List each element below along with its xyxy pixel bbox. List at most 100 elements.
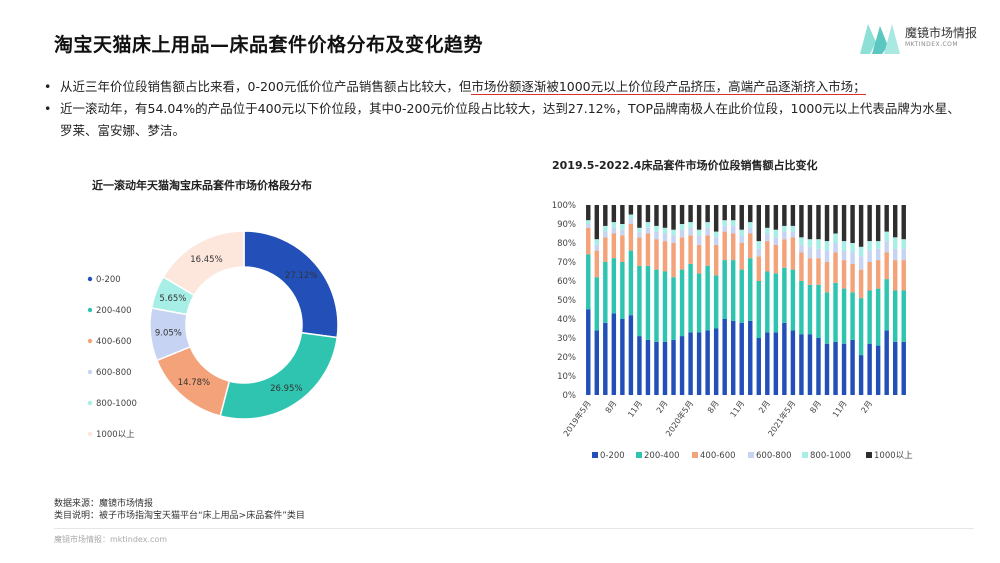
- legend-swatch: [866, 452, 872, 458]
- bar-segment-0-200: [722, 319, 727, 395]
- bar-segment-800-1000: [679, 224, 685, 230]
- bar-segment-0-200: [884, 330, 889, 395]
- bar-segment-400-600: [730, 233, 736, 261]
- bar-segment-200-400: [892, 290, 898, 342]
- bar-segment-200-400: [688, 263, 693, 333]
- bar-segment-400-600: [713, 244, 719, 276]
- logo-subtext: MKTINDEX.COM: [905, 41, 959, 48]
- bar-segment-600-800: [799, 244, 804, 253]
- bar-segment-800-1000: [833, 233, 838, 243]
- bar-segment-0-200: [637, 336, 642, 395]
- page-title: 淘宝天猫床上用品—床品套件价格分布及变化趋势: [54, 34, 484, 56]
- bar-segment-1000以上: [867, 205, 872, 242]
- x-tick-label: 2月: [757, 399, 772, 415]
- bar-segment-200-400: [833, 282, 838, 342]
- bar-segment-800-1000: [713, 231, 719, 238]
- bar-segment-1000以上: [696, 205, 702, 230]
- bar-segment-800-1000: [739, 229, 744, 236]
- pie-slice-0-200: [243, 230, 339, 339]
- summary-bullets: 从近三年价位段销售额占比来看，0-200元低价位产品销售额占比较大，但市场份额逐…: [44, 76, 964, 142]
- legend-label: 0-200: [600, 451, 625, 461]
- bar-segment-600-800: [833, 243, 838, 253]
- data-source: 数据来源：魔镜市场情报: [54, 499, 154, 509]
- pie-chart-title: 近一滚动年天猫淘宝床品套件市场价格段分布: [92, 179, 312, 192]
- bar-segment-200-400: [858, 298, 864, 356]
- x-tick-label: 2月: [655, 399, 670, 415]
- bar-segment-1000以上: [773, 205, 779, 230]
- bar-segment-0-200: [850, 339, 855, 395]
- y-tick-label: 0%: [563, 391, 577, 401]
- bar-segment-1000以上: [790, 205, 796, 226]
- bar-segment-200-400: [645, 265, 651, 340]
- stacked-bar-chart: 0% 10% 20% 30% 40% 50% 60% 70% 80% 90% 100% 2019年5月…: [552, 201, 913, 461]
- bar-segment-0-200: [858, 355, 864, 395]
- legend-swatch: [87, 400, 93, 406]
- bar-segment-1000以上: [671, 205, 676, 230]
- bar-segment-800-1000: [654, 225, 659, 232]
- bar-segment-800-1000: [637, 227, 642, 232]
- bar-segment-0-200: [688, 332, 693, 395]
- bar-segment-200-400: [620, 262, 625, 319]
- bar-segment-1000以上: [892, 205, 898, 238]
- bar-segment-800-1000: [620, 224, 625, 230]
- bar-segment-600-800: [611, 227, 617, 234]
- legend-label: 1000以上: [874, 451, 913, 461]
- legend-swatch: [802, 452, 808, 458]
- bar-segment-800-1000: [875, 241, 881, 249]
- bar-segment-1000以上: [782, 205, 787, 226]
- x-tick-label: 2019年5月: [561, 398, 593, 438]
- bar-segment-0-200: [679, 336, 685, 395]
- bullet-1: 从近三年价位段销售额占比来看，0-200元低价位产品销售额占比较大，但市场份额逐…: [44, 76, 964, 98]
- legend-swatch: [87, 307, 93, 313]
- bar-segment-400-600: [645, 233, 651, 266]
- bar-segment-400-600: [833, 252, 838, 283]
- bar-segment-1000以上: [611, 205, 617, 223]
- bar-segment-400-600: [816, 258, 821, 285]
- x-tick-label: 11月: [626, 399, 644, 419]
- bar-segment-600-800: [713, 237, 719, 245]
- bar-segment-0-200: [790, 330, 796, 395]
- bar-segment-0-200: [824, 343, 830, 395]
- y-tick-label: 80%: [557, 239, 576, 249]
- bar-segment-0-200: [901, 341, 906, 395]
- bar-segment-1000以上: [833, 205, 838, 234]
- bar-segment-1000以上: [679, 205, 685, 224]
- bar-segment-600-800: [824, 250, 830, 262]
- bar-segment-800-1000: [892, 237, 898, 249]
- bar-segment-1000以上: [722, 205, 727, 221]
- bar-segment-600-800: [858, 256, 864, 270]
- bar-segment-200-400: [884, 279, 889, 331]
- bar-segment-400-600: [850, 263, 855, 293]
- bar-segment-400-600: [594, 250, 600, 278]
- bar-segment-800-1000: [850, 243, 855, 253]
- bar-segment-400-600: [739, 243, 744, 270]
- legend-swatch: [87, 369, 93, 375]
- bar-segment-400-600: [671, 243, 676, 278]
- bar-segment-800-1000: [594, 239, 600, 245]
- bar-segment-200-400: [824, 292, 830, 344]
- bar-segment-200-400: [850, 292, 855, 340]
- bar-segment-600-800: [654, 231, 659, 240]
- bar-segment-1000以上: [858, 205, 864, 247]
- bar-segment-400-600: [696, 244, 702, 274]
- bar-segment-0-200: [586, 309, 591, 395]
- bar-segment-800-1000: [603, 225, 608, 232]
- bar-segment-400-600: [892, 260, 898, 291]
- bar-segment-1000以上: [654, 205, 659, 226]
- bar-segment-1000以上: [594, 205, 600, 240]
- bar-segment-0-200: [611, 313, 617, 395]
- bar-segment-200-400: [756, 281, 762, 338]
- bar-segment-800-1000: [628, 214, 634, 219]
- bar-segment-200-400: [816, 284, 821, 338]
- bar-segment-600-800: [645, 227, 651, 234]
- bar-segment-0-200: [662, 341, 668, 395]
- bar-segment-200-400: [841, 288, 847, 344]
- bar-segment-200-400: [705, 265, 710, 331]
- bar-segment-800-1000: [782, 225, 787, 232]
- pie-slice-200-400: [219, 331, 339, 420]
- bar-segment-0-200: [799, 334, 804, 395]
- bar-segment-400-600: [790, 237, 796, 270]
- bar-segment-0-200: [841, 343, 847, 395]
- legend-swatch: [692, 452, 698, 458]
- bar-segment-800-1000: [858, 246, 864, 257]
